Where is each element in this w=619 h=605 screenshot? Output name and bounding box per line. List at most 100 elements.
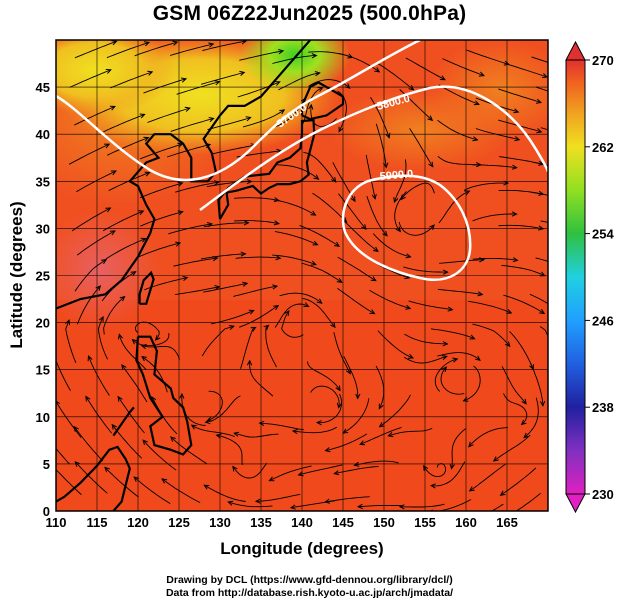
streamline-arrow [317, 86, 324, 92]
streamline [76, 230, 116, 256]
colorbar-tick-label: 246 [592, 313, 614, 328]
streamline-arrow [511, 164, 518, 170]
y-axis-title: Latitude (degrees) [7, 201, 26, 348]
streamline-arrow [477, 291, 484, 297]
streamline [121, 364, 148, 403]
streamline-arrow [398, 504, 405, 510]
streamline [466, 49, 509, 65]
streamline [408, 300, 453, 311]
streamline-arrow [180, 77, 188, 83]
streamline-arrow [308, 103, 314, 110]
y-tick-label: 20 [36, 316, 50, 331]
streamline [475, 128, 520, 141]
streamline [375, 365, 385, 409]
streamline [359, 426, 402, 445]
streamline [274, 303, 309, 328]
streamline [298, 464, 343, 476]
streamline [272, 254, 316, 266]
plot-frame [55, 39, 549, 512]
streamline [169, 43, 214, 56]
colorbar-tick-label: 262 [592, 140, 614, 155]
streamline-arrow [370, 276, 377, 282]
streamline [73, 426, 104, 462]
streamline [503, 294, 545, 314]
y-tick-label: 35 [36, 174, 50, 189]
streamline [325, 433, 368, 452]
streamline-arrow [228, 325, 235, 330]
streamline [430, 328, 475, 340]
streamline-arrow [272, 284, 279, 290]
streamline [471, 164, 517, 169]
x-tick-label: 165 [496, 515, 518, 530]
streamline [438, 190, 470, 224]
streamline-arrow [539, 400, 546, 407]
chart-title: GSM 06Z22Jun2025 (500.0hPa) [152, 2, 467, 25]
streamline-arrow [85, 395, 91, 402]
streamline-arrow [239, 70, 246, 76]
y-tick-label: 5 [43, 457, 50, 472]
streamline [139, 143, 183, 160]
streamline [276, 164, 319, 180]
streamline [141, 356, 168, 393]
streamline-arrow [310, 260, 317, 266]
streamline [302, 297, 336, 328]
streamline [437, 499, 472, 511]
x-tick-label: 130 [209, 515, 231, 530]
streamline [249, 360, 274, 397]
streamline [234, 432, 279, 438]
streamline-arrow [312, 240, 319, 246]
streamline [110, 71, 153, 89]
streamline [118, 334, 147, 370]
streamline [468, 300, 512, 314]
streamline [170, 117, 214, 132]
streamline-arrow [274, 81, 281, 86]
streamline-arrow [184, 106, 191, 112]
streamline [228, 501, 273, 508]
streamline-arrow [316, 298, 323, 304]
streamline [74, 259, 107, 292]
streamline-arrow [172, 40, 179, 46]
streamline [377, 330, 414, 359]
streamline [74, 40, 117, 59]
streamline [464, 182, 508, 191]
streamline-arrow [50, 463, 55, 468]
streamline [140, 211, 183, 227]
streamline [438, 84, 479, 105]
streamline-arrow [512, 257, 519, 263]
streamline [233, 285, 278, 297]
lat-lon-grid [55, 40, 548, 512]
streamline [239, 305, 279, 328]
streamline [235, 256, 281, 259]
streamline-arrow [423, 464, 429, 471]
streamline [301, 262, 343, 283]
streamline [310, 385, 340, 408]
streamline [451, 428, 466, 469]
streamline [69, 69, 111, 88]
streamline-arrow [542, 73, 548, 79]
streamline [273, 199, 316, 216]
streamline [161, 478, 201, 503]
streamline [306, 361, 341, 391]
y-tick-label: 10 [36, 410, 50, 425]
streamline [535, 86, 548, 92]
streamline-arrow [428, 161, 434, 168]
streamline-arrow [336, 277, 343, 283]
streamline [278, 72, 320, 91]
streamline [325, 496, 370, 503]
streamline-arrow [452, 357, 459, 363]
streamline-arrow [372, 246, 379, 252]
streamline [207, 117, 251, 131]
streamline-arrow [284, 310, 290, 317]
streamline [310, 104, 337, 127]
streamline [539, 326, 548, 338]
streamline-arrow [144, 171, 151, 177]
y-tick-label: 30 [36, 221, 50, 236]
credit-data: Data from http://database.rish.kyoto-u.a… [165, 587, 454, 599]
streamline-arrow [350, 196, 356, 203]
streamline [498, 224, 544, 230]
streamline [439, 259, 484, 264]
streamline-arrow [359, 440, 366, 446]
streamline-arrow [554, 362, 558, 367]
streamline [234, 220, 279, 225]
streamline [102, 210, 144, 232]
